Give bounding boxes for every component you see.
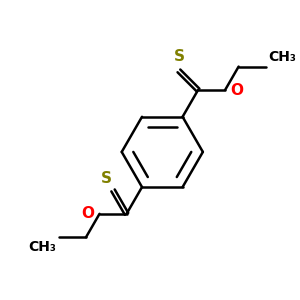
Text: CH₃: CH₃ <box>28 240 56 254</box>
Text: S: S <box>101 171 112 186</box>
Text: S: S <box>173 49 184 64</box>
Text: O: O <box>82 206 95 221</box>
Text: O: O <box>230 82 243 98</box>
Text: CH₃: CH₃ <box>268 50 296 64</box>
